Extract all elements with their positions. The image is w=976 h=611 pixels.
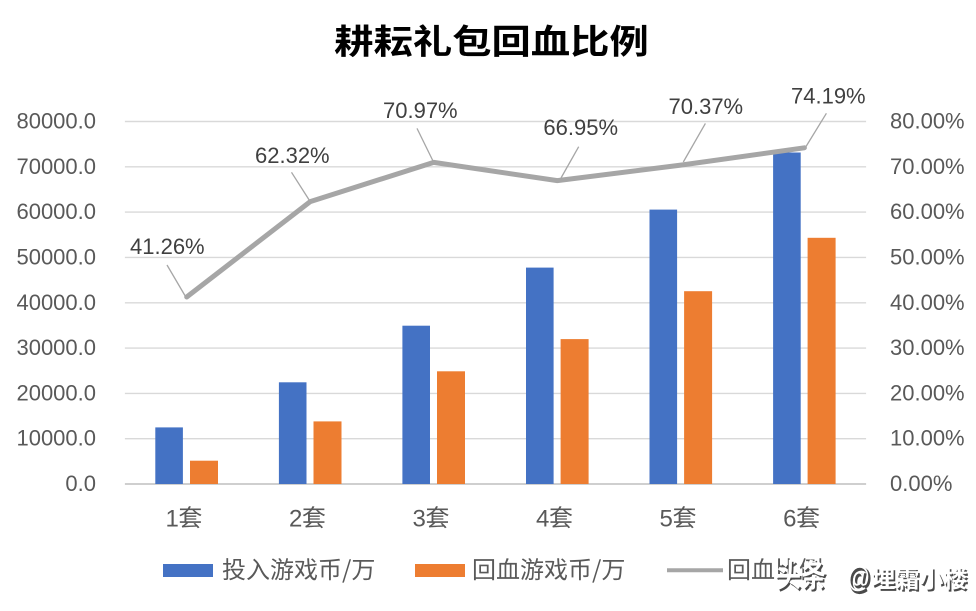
svg-text:40.00%: 40.00% (890, 290, 965, 315)
svg-text:10.00%: 10.00% (890, 426, 965, 451)
svg-text:4: 4 (536, 505, 549, 532)
svg-text:20000.0: 20000.0 (16, 380, 96, 405)
svg-text:30.00%: 30.00% (890, 335, 965, 360)
svg-text:0.00%: 0.00% (890, 471, 952, 496)
svg-text:20.00%: 20.00% (890, 380, 965, 405)
svg-text:5: 5 (660, 505, 673, 532)
svg-text:30000.0: 30000.0 (16, 335, 96, 360)
svg-text:@: @ (847, 563, 870, 594)
svg-text:70.00%: 70.00% (890, 154, 965, 179)
svg-text:2: 2 (289, 505, 302, 532)
svg-text:80.00%: 80.00% (890, 109, 965, 134)
svg-text:1: 1 (165, 505, 178, 532)
svg-text:41.26%: 41.26% (130, 234, 205, 259)
svg-text:10000.0: 10000.0 (16, 426, 96, 451)
svg-text:60000.0: 60000.0 (16, 199, 96, 224)
svg-text:6: 6 (783, 505, 796, 532)
svg-text:62.32%: 62.32% (255, 143, 330, 168)
svg-text:74.19%: 74.19% (791, 84, 866, 109)
svg-text:40000.0: 40000.0 (16, 290, 96, 315)
svg-text:70000.0: 70000.0 (16, 154, 96, 179)
svg-text:50000.0: 50000.0 (16, 244, 96, 269)
svg-text:70.97%: 70.97% (383, 98, 458, 123)
svg-text:80000.0: 80000.0 (16, 109, 96, 134)
svg-text:70.37%: 70.37% (669, 94, 744, 119)
svg-text:@: @ (849, 565, 872, 596)
svg-text:50.00%: 50.00% (890, 244, 965, 269)
svg-text:66.95%: 66.95% (543, 115, 618, 140)
svg-text:60.00%: 60.00% (890, 199, 965, 224)
svg-text:0.0: 0.0 (65, 471, 96, 496)
svg-text:3: 3 (412, 505, 425, 532)
